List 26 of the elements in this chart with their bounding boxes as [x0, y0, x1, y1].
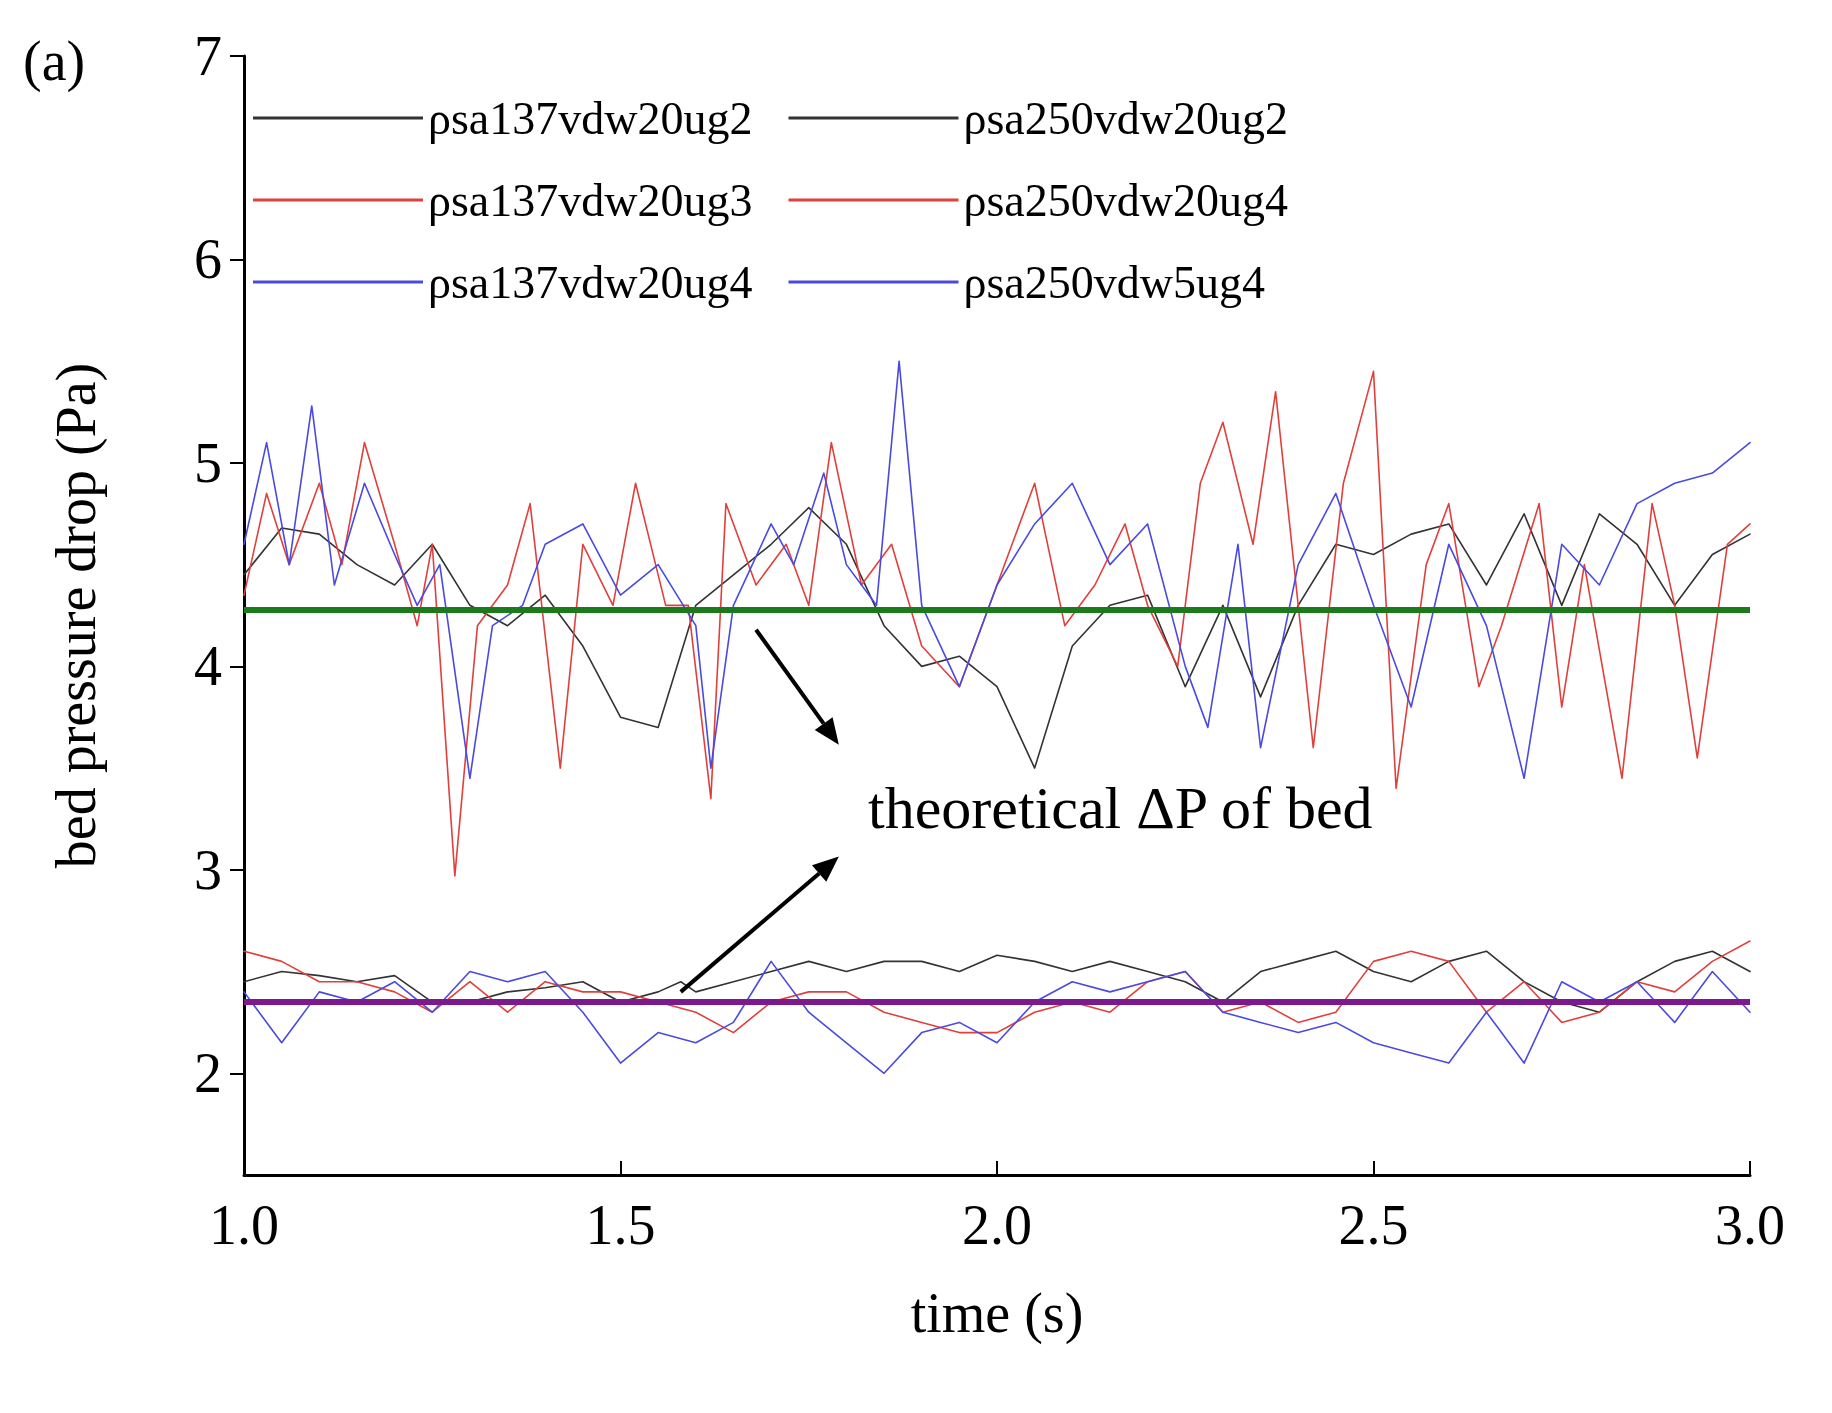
line-series — [243, 370, 1751, 877]
y-tick-label: 7 — [194, 25, 222, 87]
legend-label: ρsa137vdw20ug4 — [428, 256, 753, 308]
legend-label: ρsa137vdw20ug3 — [428, 174, 753, 226]
x-tick-label: 2.5 — [1338, 1194, 1409, 1256]
y-tick-label: 6 — [194, 228, 222, 291]
x-axis-title: time (s) — [910, 1282, 1084, 1345]
y-tick-label: 2 — [194, 1042, 222, 1105]
legend-label: ρsa250vdw20ug2 — [963, 92, 1288, 144]
line-series — [243, 506, 1751, 769]
y-tick-label: 5 — [194, 431, 222, 494]
legend-label: ρsa250vdw20ug4 — [963, 174, 1288, 226]
line-series — [243, 960, 1751, 1075]
line-series — [243, 950, 1751, 1014]
x-tick-label: 1.5 — [585, 1194, 656, 1256]
y-tick-label: 3 — [194, 838, 222, 901]
y-axis-title: bed pressure drop (Pa) — [45, 362, 108, 869]
legend-label: ρsa137vdw20ug2 — [428, 92, 753, 144]
chart-title: (a) — [23, 30, 86, 93]
x-tick-label: 1.0 — [209, 1194, 279, 1256]
annotation: theoretical ΔP of bed — [868, 775, 1373, 841]
x-tick-label: 2.0 — [962, 1194, 1032, 1256]
x-tick-label: 3.0 — [1715, 1194, 1785, 1256]
line-series — [243, 360, 1751, 780]
y-tick-label: 4 — [194, 635, 222, 698]
legend-label: ρsa250vdw5ug4 — [963, 256, 1265, 308]
